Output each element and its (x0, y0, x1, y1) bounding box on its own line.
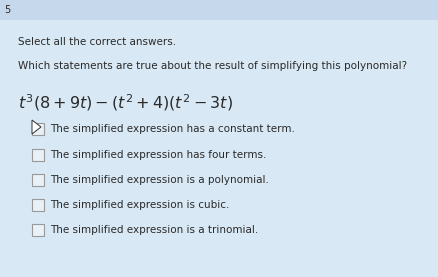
Text: Which statements are true about the result of simplifying this polynomial?: Which statements are true about the resu… (18, 61, 407, 71)
Text: Select all the correct answers.: Select all the correct answers. (18, 37, 176, 47)
FancyBboxPatch shape (32, 199, 43, 211)
Polygon shape (32, 120, 41, 134)
FancyBboxPatch shape (0, 0, 438, 20)
Text: $t^3(8 + 9t) - (t^2 + 4)(t^2 - 3t)$: $t^3(8 + 9t) - (t^2 + 4)(t^2 - 3t)$ (18, 92, 233, 113)
Text: 5: 5 (4, 5, 10, 15)
Text: The simplified expression is a trinomial.: The simplified expression is a trinomial… (50, 225, 258, 235)
FancyBboxPatch shape (32, 224, 43, 236)
FancyBboxPatch shape (32, 149, 43, 161)
Text: The simplified expression is cubic.: The simplified expression is cubic. (50, 200, 230, 210)
FancyBboxPatch shape (32, 123, 43, 135)
FancyBboxPatch shape (32, 174, 43, 186)
Text: The simplified expression has four terms.: The simplified expression has four terms… (50, 150, 266, 160)
Text: The simplified expression has a constant term.: The simplified expression has a constant… (50, 124, 295, 134)
Text: The simplified expression is a polynomial.: The simplified expression is a polynomia… (50, 175, 269, 185)
